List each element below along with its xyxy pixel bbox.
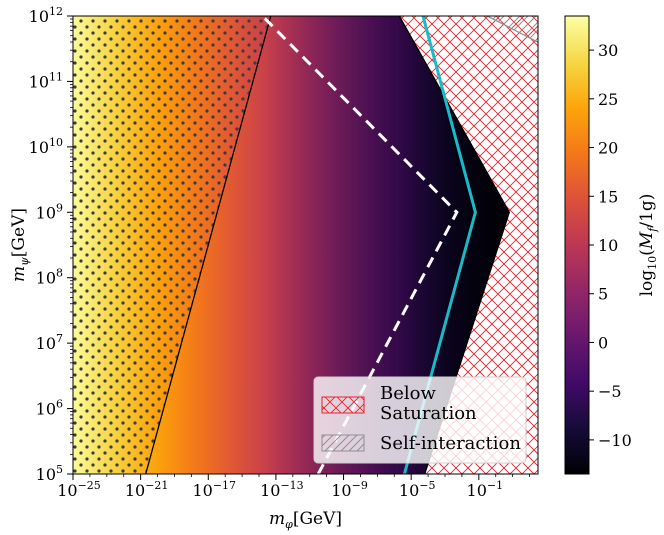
colorbar-tick-label: 0 bbox=[598, 333, 608, 352]
colorbar-tick-label: 25 bbox=[598, 90, 618, 109]
colorbar-tick-label: 10 bbox=[598, 236, 618, 255]
x-tick-label: 10−25 bbox=[57, 479, 101, 500]
colorbar-tick-label: −5 bbox=[598, 382, 622, 401]
dotted-region-boundary bbox=[145, 16, 272, 474]
x-tick-label: 10−9 bbox=[331, 479, 368, 500]
x-tick-label: 10−1 bbox=[467, 479, 504, 500]
y-tick-label: 109 bbox=[36, 201, 63, 222]
below-saturation-region bbox=[399, 16, 538, 474]
colorbar-tick-label: 15 bbox=[598, 187, 618, 206]
legend-label-below-saturation-line1: Below bbox=[380, 383, 436, 404]
legend-label-self-interaction: Self-interaction bbox=[380, 433, 521, 454]
x-tick-label: 10−13 bbox=[260, 479, 304, 500]
y-axis-ticks: 105 106 107 108 109 1010 1011 1012 bbox=[29, 5, 73, 484]
colorbar-tick-label: 5 bbox=[598, 285, 608, 304]
y-tick-label: 105 bbox=[36, 463, 63, 484]
legend-swatch-self-interaction bbox=[321, 434, 365, 452]
y-tick-label: 106 bbox=[36, 398, 63, 419]
colorbar-tick-label: 30 bbox=[598, 41, 618, 60]
colorbar-ticks: 30 25 20 15 10 5 0 −5 −10 bbox=[589, 41, 632, 450]
legend-swatch-below-saturation bbox=[321, 396, 365, 414]
y-tick-label: 1011 bbox=[29, 70, 63, 91]
legend: Below Saturation Self-interaction bbox=[313, 376, 527, 464]
legend-box bbox=[313, 376, 527, 464]
y-axis-label: mψ[GeV] bbox=[9, 208, 31, 282]
colorbar-tick-label: −10 bbox=[598, 431, 632, 450]
x-tick-label: 10−17 bbox=[192, 479, 236, 500]
colorbar-tick-label: 20 bbox=[598, 139, 618, 158]
y-tick-label: 1010 bbox=[29, 136, 63, 157]
y-tick-label: 108 bbox=[36, 267, 63, 288]
self-interaction-boundary bbox=[487, 16, 538, 43]
colorbar-label: log10(Mf/1g) bbox=[637, 194, 659, 297]
x-axis-label: mφ[GeV] bbox=[269, 509, 342, 531]
dotted-excluded-region bbox=[73, 16, 271, 474]
colorbar bbox=[564, 15, 590, 475]
y-tick-label: 107 bbox=[36, 332, 63, 353]
x-tick-label: 10−21 bbox=[125, 479, 169, 500]
x-axis-ticks: 10−25 10−21 10−17 10−13 10−9 10−5 10−1 bbox=[57, 474, 530, 500]
legend-label-below-saturation-line2: Saturation bbox=[380, 403, 477, 424]
y-tick-label: 1012 bbox=[29, 5, 63, 26]
plot-frame bbox=[72, 15, 539, 475]
x-tick-label: 10−5 bbox=[399, 479, 436, 500]
